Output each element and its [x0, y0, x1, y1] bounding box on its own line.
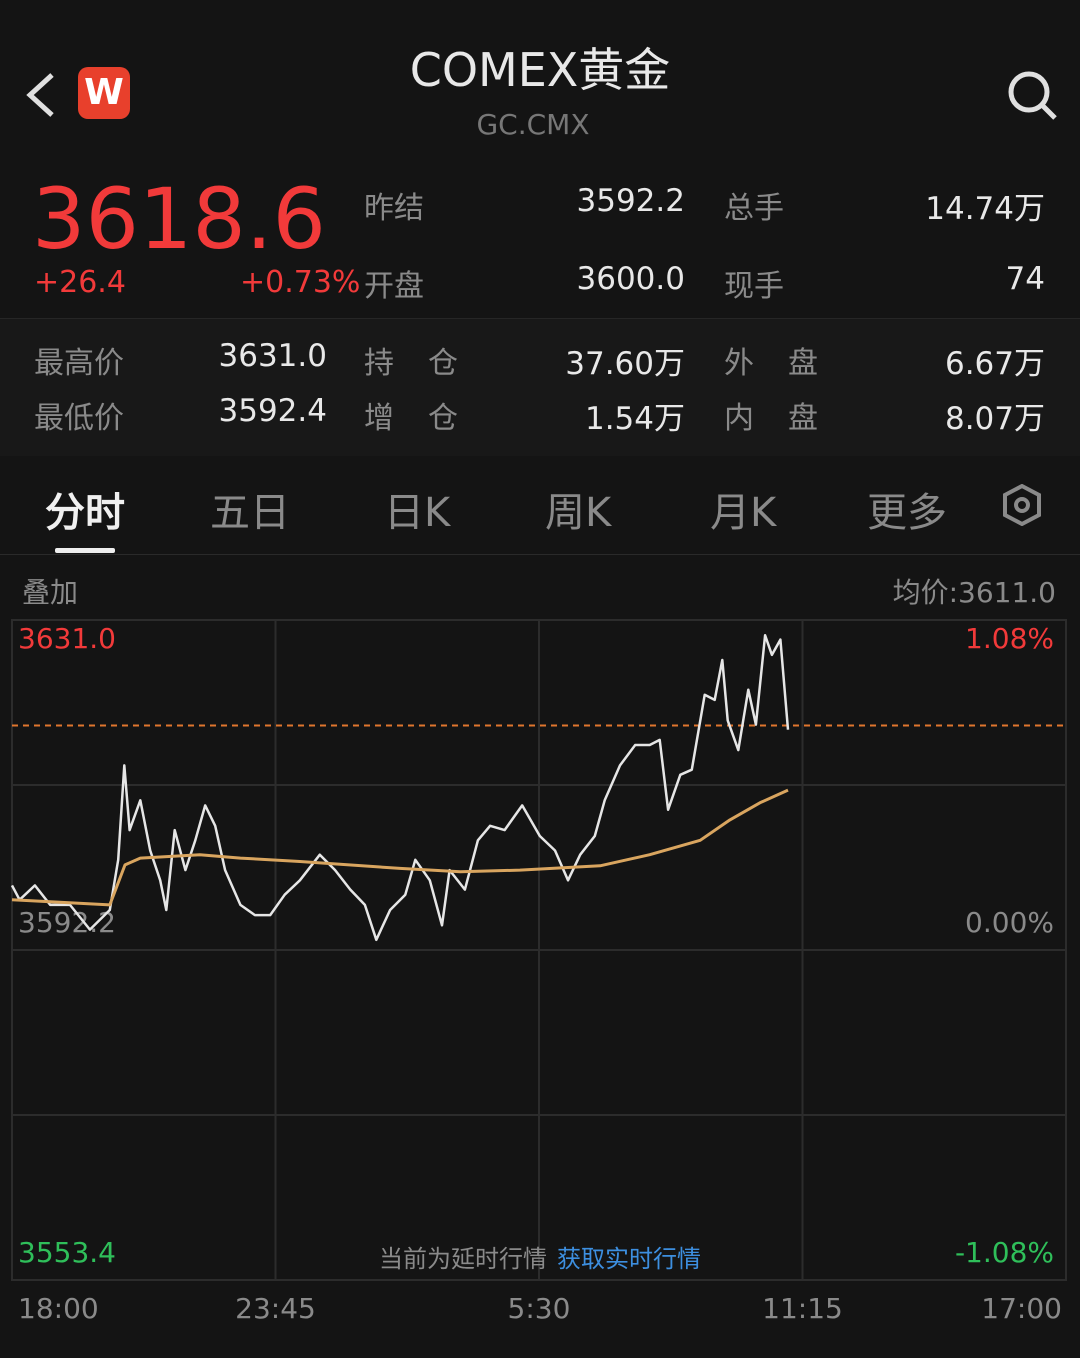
app-logo[interactable]: W [78, 67, 130, 119]
tab[interactable]: 周K [545, 490, 612, 536]
tab[interactable]: 五日 [210, 490, 290, 536]
tab[interactable]: 分时 [45, 490, 125, 536]
tab-indicator [55, 548, 115, 553]
detail-label: 持仓 [364, 346, 492, 381]
stat-label: 昨结 [364, 191, 424, 226]
notice-link[interactable]: 获取实时行情 [557, 1245, 701, 1273]
stat-value: 14.74万 [925, 191, 1045, 227]
detail-value: 3592.4 [218, 393, 327, 429]
detail-label: 增仓 [364, 401, 492, 436]
x-tick-label: 17:00 [981, 1292, 1062, 1325]
detail-value: 3631.0 [218, 338, 327, 374]
notice: 当前为延时行情 [379, 1245, 547, 1273]
search-button[interactable] [1005, 68, 1061, 124]
x-tick-label: 11:15 [762, 1292, 843, 1325]
series-line [10, 634, 790, 942]
settings-button[interactable] [1002, 484, 1042, 526]
y2-tick-label: 0.00% [965, 906, 1054, 939]
change-pct: +0.73% [240, 265, 361, 300]
y-tick-label: 3592.2 [18, 906, 116, 939]
tab[interactable]: 更多 [867, 490, 947, 536]
overlay-label[interactable]: 叠加 [22, 576, 78, 609]
x-tick-label: 18:00 [18, 1292, 99, 1325]
detail-value: 1.54万 [584, 401, 685, 437]
y2-tick-label: 1.08% [965, 622, 1054, 655]
stat-label: 开盘 [364, 269, 424, 304]
tab[interactable]: 月K [710, 490, 777, 536]
code: GC.CMX [476, 108, 590, 141]
details-panel [0, 318, 1080, 456]
detail-value: 6.67万 [944, 346, 1045, 382]
detail-value: 8.07万 [944, 401, 1045, 437]
series-line [11, 788, 789, 907]
y-tick-label: 3553.4 [18, 1236, 116, 1269]
change: +26.4 [34, 265, 126, 300]
stat-value: 3600.0 [576, 261, 685, 297]
detail-label: 内盘 [724, 401, 852, 436]
chart: 叠加 均价:3611.0 3631.0 3592.2 3553.4 1.08% 0.00% -… [10, 576, 1067, 1325]
stat-value: 3592.2 [576, 183, 685, 219]
divider [0, 554, 1080, 555]
y2-tick-label: -1.08% [955, 1236, 1054, 1269]
tab[interactable]: 日K [384, 490, 451, 536]
title: COMEX黄金 [409, 43, 671, 97]
price: 3618.6 [32, 170, 326, 268]
x-tick-label: 5:30 [508, 1292, 571, 1325]
x-tick-label: 23:45 [235, 1292, 316, 1325]
stat-value: 74 [1005, 261, 1045, 297]
back-button[interactable] [22, 70, 62, 120]
y-tick-label: 3631.0 [18, 622, 116, 655]
detail-value: 37.60万 [565, 346, 685, 382]
stat-label: 总手 [724, 191, 784, 226]
avg-price: 均价:3611.0 [893, 576, 1056, 609]
detail-label: 最高价 [34, 346, 124, 381]
detail-label: 外盘 [724, 346, 852, 381]
stat-label: 现手 [724, 269, 784, 304]
detail-label: 最低价 [34, 401, 124, 436]
